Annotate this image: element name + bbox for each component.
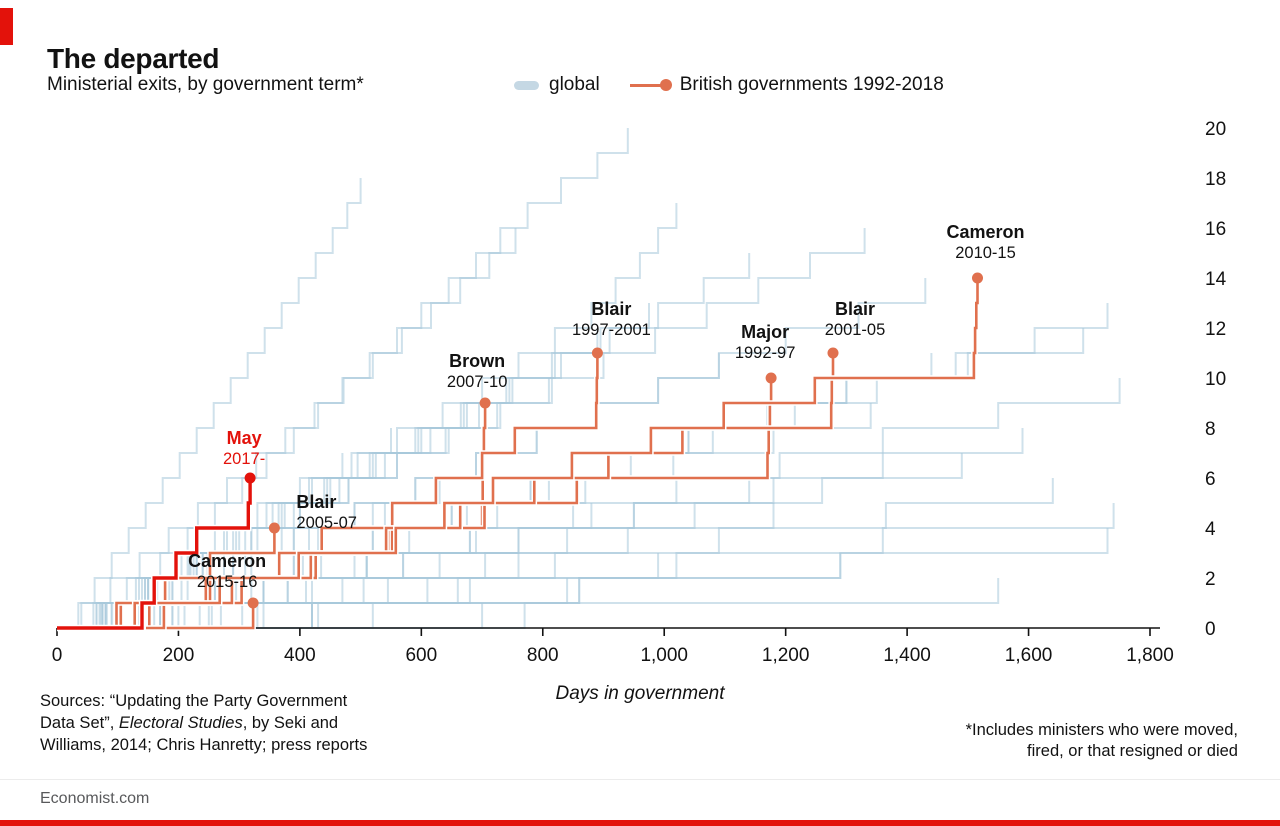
y-axis-tick-label: 6 bbox=[1205, 469, 1216, 490]
series-label-name-cameron-2015-16: Cameron bbox=[188, 551, 266, 571]
british-series-line-blair-1997-2001 bbox=[57, 353, 599, 630]
series-label-name-blair-2001-05: Blair bbox=[835, 299, 875, 319]
sources-text: Sources: “Updating the Party Government D… bbox=[40, 692, 368, 754]
endpoint-dot-blair-2001-05 bbox=[827, 347, 839, 359]
y-axis-tick-label: 20 bbox=[1205, 119, 1226, 140]
x-axis-tick-label: 1,600 bbox=[1005, 645, 1053, 666]
global-series-line bbox=[57, 403, 872, 629]
global-series-line bbox=[57, 228, 517, 629]
legend: global British governments 1992-2018 bbox=[514, 74, 944, 96]
y-axis-tick-label: 10 bbox=[1205, 369, 1226, 390]
endpoint-dot-blair-2005-07 bbox=[268, 522, 280, 534]
series-label-years-blair-2005-07: 2005-07 bbox=[296, 514, 357, 532]
legend-british-dot bbox=[659, 79, 672, 91]
series-label-name-blair-1997-2001: Blair bbox=[591, 299, 631, 319]
economist-bottom-bar bbox=[0, 820, 1280, 826]
legend-british-line-sample bbox=[629, 79, 672, 91]
x-axis-tick-label: 600 bbox=[405, 645, 437, 666]
x-axis-tick-label: 400 bbox=[284, 645, 316, 666]
y-axis-tick-label: 18 bbox=[1205, 169, 1226, 190]
series-label-years-blair-1997-2001: 1997-2001 bbox=[572, 321, 651, 339]
x-axis-tick-label: 1,000 bbox=[640, 645, 688, 666]
series-label-name-may-2017: May bbox=[227, 428, 262, 448]
legend-british-label: British governments 1992-2018 bbox=[679, 74, 944, 95]
x-axis-tick-label: 1,800 bbox=[1126, 645, 1174, 666]
endpoint-dot-cameron-2015-16 bbox=[247, 597, 259, 609]
y-axis-tick-label: 0 bbox=[1205, 619, 1216, 640]
british-series-line-blair-2001-05 bbox=[57, 353, 835, 630]
x-axis-tick-label: 200 bbox=[163, 645, 195, 666]
footnote-line-1: *Includes ministers who were moved, bbox=[965, 721, 1238, 739]
x-axis-tick-label: 1,400 bbox=[883, 645, 931, 666]
series-label-name-blair-2005-07: Blair bbox=[296, 492, 336, 512]
series-label-name-cameron-2010-15: Cameron bbox=[946, 222, 1024, 242]
y-axis-tick-label: 12 bbox=[1205, 319, 1226, 340]
y-axis-tick-label: 4 bbox=[1205, 519, 1216, 540]
y-axis-tick-label: 14 bbox=[1205, 269, 1227, 290]
endpoint-dot-major-1992-97 bbox=[765, 372, 777, 384]
footer-divider bbox=[0, 779, 1280, 780]
series-label-name-major-1992-97: Major bbox=[741, 322, 789, 342]
x-axis-label: Days in government bbox=[555, 683, 725, 704]
legend-global-swatch bbox=[514, 80, 539, 90]
endpoint-dot-brown-2007-10 bbox=[479, 397, 491, 409]
legend-global-label: global bbox=[549, 74, 600, 95]
series-label-years-cameron-2010-15: 2010-15 bbox=[955, 244, 1016, 262]
y-axis-tick-label: 2 bbox=[1205, 569, 1216, 590]
series-label-years-major-1992-97: 1992-97 bbox=[735, 344, 796, 362]
y-axis-tick-label: 16 bbox=[1205, 219, 1226, 240]
y-axis-tick-label: 8 bbox=[1205, 419, 1216, 440]
british-series-line-may-2017 bbox=[57, 478, 252, 630]
global-series-line bbox=[57, 603, 374, 629]
x-axis-tick-label: 0 bbox=[52, 645, 63, 666]
endpoint-dot-cameron-2010-15 bbox=[972, 272, 983, 284]
economist-site-label: Economist.com bbox=[40, 790, 150, 807]
x-axis-tick-label: 1,200 bbox=[762, 645, 810, 666]
page-title: The departed bbox=[47, 42, 220, 74]
endpoint-dot-may-2017 bbox=[244, 472, 256, 484]
series-label-years-blair-2001-05: 2001-05 bbox=[825, 321, 886, 339]
footnote-text: *Includes ministers who were moved, fire… bbox=[966, 720, 1238, 762]
series-label-years-may-2017: 2017- bbox=[223, 450, 265, 468]
global-series-line bbox=[57, 178, 362, 629]
global-series-line bbox=[57, 503, 775, 629]
footnote-line-2: fired, or that resigned or died bbox=[1027, 742, 1238, 760]
economist-red-block bbox=[0, 8, 13, 45]
series-label-name-brown-2007-10: Brown bbox=[449, 351, 505, 371]
x-axis-tick-label: 800 bbox=[527, 645, 559, 666]
chart-subtitle: Ministerial exits, by government term* bbox=[47, 74, 364, 95]
series-label-years-brown-2007-10: 2007-10 bbox=[447, 373, 508, 391]
british-series-line-cameron-2010-15 bbox=[57, 278, 979, 630]
series-label-years-cameron-2015-16: 2015-16 bbox=[197, 573, 258, 591]
endpoint-dot-blair-1997-2001 bbox=[591, 347, 603, 359]
